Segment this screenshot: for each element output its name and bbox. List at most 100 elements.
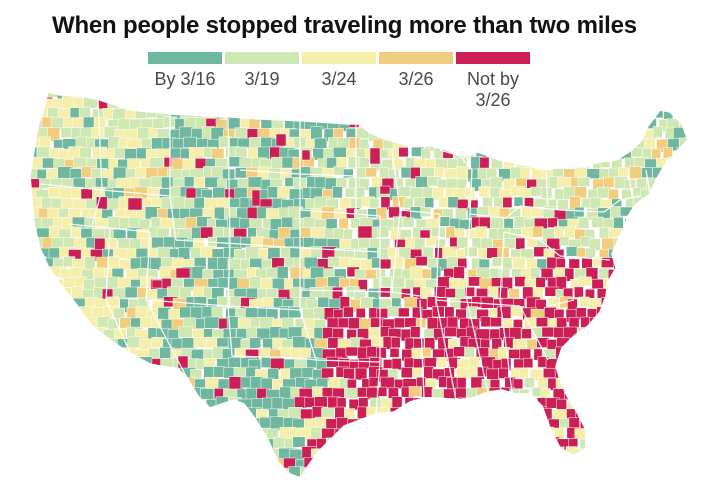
- county-cell: [182, 397, 196, 412]
- county-cell: [202, 92, 216, 100]
- county-cell: [387, 449, 398, 460]
- county-cell: [639, 206, 655, 218]
- county-cell: [138, 377, 153, 391]
- chart-title: When people stopped traveling more than …: [52, 12, 637, 39]
- county-cell: [651, 366, 662, 379]
- county-cell: [103, 92, 117, 98]
- county-cell: [674, 267, 686, 279]
- county-cell: [228, 439, 244, 453]
- county-cell: [368, 376, 379, 387]
- county-cell: [574, 468, 587, 478]
- county-cell: [173, 98, 188, 110]
- county-cell: [301, 149, 311, 161]
- county-cell: [574, 386, 587, 400]
- county-cell: [62, 318, 77, 333]
- county-cell: [63, 357, 80, 371]
- county-cell: [411, 108, 426, 121]
- county-cell: [520, 147, 534, 158]
- county-cell: [673, 188, 686, 201]
- county-cell: [536, 138, 547, 150]
- county-cell: [97, 436, 110, 449]
- county-cell: [135, 386, 150, 401]
- county-cell: [172, 378, 185, 393]
- county-cell: [620, 286, 631, 299]
- county-cell: [119, 317, 132, 329]
- county-cell: [211, 467, 224, 478]
- county-cell: [294, 96, 309, 111]
- county-cell: [426, 96, 438, 109]
- county-cell: [69, 428, 83, 440]
- county-cell: [612, 317, 624, 330]
- county-cell: [630, 92, 644, 102]
- county-cell: [102, 428, 117, 443]
- county-cell: [684, 429, 688, 440]
- county-cell: [420, 128, 433, 141]
- county-cell: [489, 128, 500, 138]
- county-cell: [30, 327, 40, 340]
- county-cell: [391, 358, 402, 371]
- county-cell: [145, 467, 161, 478]
- county-cell: [141, 457, 155, 469]
- county-cell: [491, 397, 506, 408]
- county-cell: [102, 366, 119, 381]
- county-cell: [657, 398, 669, 413]
- county-cell: [70, 447, 85, 462]
- county-cell: [666, 317, 680, 329]
- county-cell: [609, 406, 623, 417]
- county-cell: [226, 99, 242, 113]
- county-cell: [336, 96, 349, 109]
- county-cell: [313, 92, 326, 101]
- county-cell: [158, 92, 172, 100]
- county-cell: [500, 466, 515, 478]
- county-cell: [414, 457, 429, 469]
- county-cell: [270, 357, 286, 370]
- county-cell: [563, 226, 576, 238]
- county-cell: [30, 249, 37, 260]
- county-cell: [30, 428, 40, 441]
- county-cell: [496, 306, 512, 319]
- county-cell: [141, 398, 156, 411]
- county-cell: [456, 438, 469, 449]
- county-cell: [480, 338, 491, 349]
- county-cell: [404, 436, 417, 448]
- county-cell: [30, 277, 43, 292]
- county-cell: [399, 407, 410, 419]
- county-cell: [438, 438, 452, 450]
- county-cell: [592, 438, 603, 448]
- county-cell: [651, 428, 665, 442]
- county-cell: [237, 459, 254, 472]
- county-cell: [38, 309, 51, 324]
- county-cell: [618, 92, 628, 99]
- county-cell: [391, 118, 404, 130]
- county-cell: [634, 418, 648, 430]
- county-cell: [520, 449, 533, 459]
- county-cell: [579, 479, 589, 490]
- county-cell: [171, 457, 184, 470]
- county-cell: [288, 306, 302, 319]
- county-cell: [610, 308, 622, 320]
- county-cell: [524, 317, 536, 330]
- legend-swatch-3-19: [225, 52, 299, 64]
- county-cell: [30, 357, 43, 369]
- county-cell: [58, 446, 71, 459]
- county-cell: [655, 437, 669, 451]
- county-cell: [30, 96, 43, 110]
- county-cell: [424, 416, 437, 426]
- county-cell: [607, 347, 622, 359]
- county-cell: [30, 388, 38, 402]
- county-cell: [421, 468, 431, 478]
- county-cell: [410, 206, 423, 220]
- legend-item-3-19: 3/19: [225, 52, 299, 111]
- county-cell: [115, 388, 132, 402]
- county-cell: [540, 267, 554, 281]
- county-cell: [621, 368, 636, 379]
- county-cell: [179, 386, 193, 398]
- county-cell: [433, 127, 444, 138]
- county-cell: [676, 227, 688, 241]
- county-cell: [74, 336, 91, 351]
- county-cell: [598, 92, 612, 97]
- county-cell: [78, 106, 91, 118]
- county-cell: [552, 409, 567, 420]
- county-cell: [503, 418, 515, 432]
- county-cell: [686, 249, 688, 261]
